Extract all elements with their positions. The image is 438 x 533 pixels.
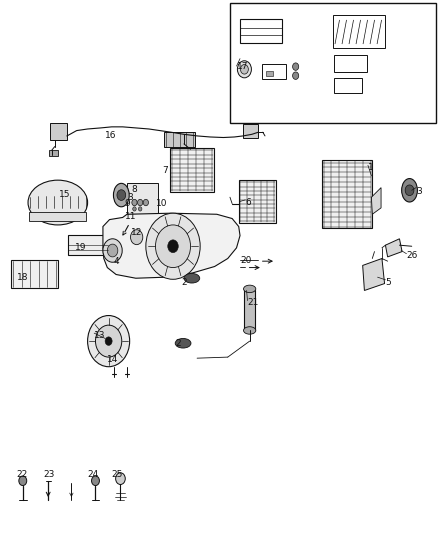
Circle shape: [107, 244, 118, 257]
Bar: [127, 183, 158, 214]
Ellipse shape: [402, 179, 417, 202]
Text: 24: 24: [88, 470, 99, 479]
Circle shape: [116, 473, 125, 484]
Ellipse shape: [175, 338, 191, 348]
Circle shape: [293, 72, 299, 79]
Text: 11: 11: [125, 213, 136, 221]
Ellipse shape: [28, 180, 88, 225]
Polygon shape: [363, 259, 385, 290]
Ellipse shape: [113, 183, 129, 207]
Text: 16: 16: [105, 132, 117, 140]
Text: 22: 22: [17, 470, 28, 479]
Text: 13: 13: [94, 332, 106, 340]
Text: 15: 15: [59, 190, 71, 199]
Circle shape: [19, 476, 27, 486]
Bar: [243, 124, 258, 138]
Bar: [334, 55, 367, 72]
Text: 10: 10: [155, 199, 167, 208]
Text: 26: 26: [406, 252, 418, 260]
Text: 9: 9: [125, 199, 131, 208]
Bar: [170, 148, 214, 192]
Text: 3: 3: [416, 188, 422, 196]
Circle shape: [293, 63, 299, 70]
Circle shape: [117, 190, 126, 200]
Ellipse shape: [244, 285, 256, 293]
Polygon shape: [103, 213, 240, 278]
Text: 6: 6: [245, 198, 251, 207]
Circle shape: [143, 199, 148, 206]
Circle shape: [133, 207, 136, 211]
Text: 2: 2: [175, 340, 181, 348]
Circle shape: [405, 185, 414, 196]
Circle shape: [138, 207, 142, 211]
Text: 5: 5: [385, 278, 391, 287]
Bar: [239, 180, 276, 223]
Text: 1: 1: [368, 164, 374, 172]
Text: 14: 14: [107, 356, 119, 364]
Text: 25: 25: [112, 470, 123, 479]
Text: 18: 18: [17, 273, 28, 281]
Text: 20: 20: [240, 256, 251, 264]
Bar: [164, 132, 195, 147]
Bar: [244, 290, 255, 330]
Bar: [333, 15, 385, 48]
Bar: [322, 160, 372, 228]
Bar: [266, 71, 273, 76]
Circle shape: [92, 476, 99, 486]
Ellipse shape: [237, 61, 251, 78]
Text: 3: 3: [127, 193, 133, 201]
Bar: [29, 212, 86, 221]
Text: 4: 4: [114, 257, 120, 265]
Circle shape: [146, 213, 200, 279]
Text: 19: 19: [74, 244, 86, 252]
Text: 12: 12: [131, 229, 143, 237]
Circle shape: [138, 199, 143, 206]
Text: 17: 17: [237, 62, 248, 70]
Circle shape: [155, 225, 191, 268]
Polygon shape: [371, 188, 381, 214]
Bar: [11, 260, 58, 288]
Circle shape: [240, 64, 248, 74]
Circle shape: [95, 325, 122, 357]
Bar: [49, 150, 58, 156]
Bar: [230, 3, 436, 123]
Ellipse shape: [184, 273, 200, 283]
Circle shape: [88, 316, 130, 367]
Ellipse shape: [244, 327, 256, 334]
Circle shape: [132, 199, 137, 206]
Text: 23: 23: [43, 470, 54, 479]
Circle shape: [168, 240, 178, 253]
Circle shape: [103, 239, 122, 262]
Text: 2: 2: [182, 278, 187, 287]
Circle shape: [131, 230, 143, 245]
Circle shape: [105, 337, 112, 345]
Text: 7: 7: [162, 166, 168, 175]
Text: 8: 8: [131, 185, 137, 193]
Text: 21: 21: [247, 298, 259, 307]
Bar: [262, 64, 286, 79]
Bar: [240, 19, 282, 43]
Bar: [68, 235, 108, 255]
Bar: [50, 123, 67, 140]
Bar: [334, 78, 362, 93]
Polygon shape: [385, 239, 402, 257]
